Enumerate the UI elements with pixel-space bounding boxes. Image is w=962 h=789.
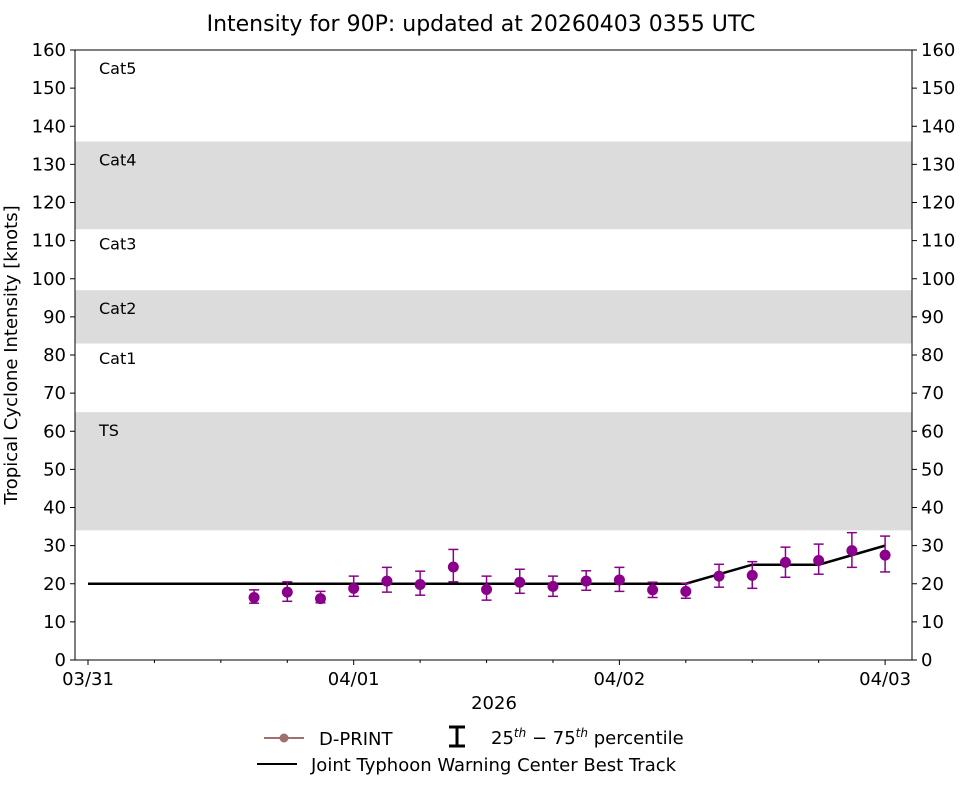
legend-errorbar-icon (449, 725, 465, 748)
x-tick-label: 03/31 (62, 669, 114, 690)
y-tick-label-right: 30 (921, 536, 944, 557)
dprint-point (348, 582, 360, 594)
y-tick-label-right: 90 (921, 307, 944, 328)
dprint-point (248, 591, 260, 603)
y-tick-label-right: 100 (921, 269, 955, 290)
category-label-cat1: Cat1 (99, 349, 136, 368)
y-tick-label-right: 20 (921, 574, 944, 595)
y-tick-label-left: 90 (43, 307, 66, 328)
x-tick-label: 04/03 (859, 669, 911, 690)
dprint-point (613, 574, 625, 586)
y-tick-label-left: 120 (32, 193, 66, 214)
category-label-ts: TS (98, 421, 119, 440)
category-label-cat2: Cat2 (99, 299, 136, 318)
dprint-point (713, 570, 725, 582)
band-cat4 (75, 141, 912, 230)
y-tick-label-left: 40 (43, 498, 66, 519)
legend-dprint-label: D-PRINT (319, 729, 393, 750)
dprint-point (647, 584, 659, 596)
dprint-point (580, 575, 592, 587)
dprint-point (381, 575, 393, 587)
dprint-point (447, 561, 459, 573)
data-marks (88, 531, 891, 605)
y-tick-label-right: 110 (921, 231, 955, 252)
category-label-cat4: Cat4 (99, 151, 136, 170)
y-tick-label-left: 80 (43, 345, 66, 366)
legend-dprint-marker (279, 733, 289, 743)
y-tick-label-right: 60 (921, 421, 944, 442)
dprint-point (314, 593, 326, 605)
y-tick-label-right: 50 (921, 459, 944, 480)
y-tick-label-left: 130 (32, 154, 66, 175)
dprint-point (547, 580, 559, 592)
y-tick-label-left: 160 (32, 40, 66, 61)
dprint-point (680, 585, 692, 597)
y-tick-label-right: 40 (921, 498, 944, 519)
dprint-point (281, 586, 293, 598)
y-tick-label-right: 10 (921, 612, 944, 633)
y-tick-label-left: 150 (32, 78, 66, 99)
x-tick-label: 04/01 (328, 669, 380, 690)
y-tick-label-right: 70 (921, 383, 944, 404)
category-label-cat3: Cat3 (99, 234, 136, 253)
y-tick-label-right: 140 (921, 116, 955, 137)
y-tick-label-right: 80 (921, 345, 944, 366)
y-tick-label-left: 100 (32, 269, 66, 290)
y-tick-label-left: 140 (32, 116, 66, 137)
chart-title: Intensity for 90P: updated at 20260403 0… (207, 12, 756, 37)
band-ts (75, 412, 912, 531)
y-tick-label-left: 110 (32, 231, 66, 252)
dprint-point (414, 579, 426, 591)
y-tick-label-left: 70 (43, 383, 66, 404)
dprint-point (514, 576, 526, 588)
legend: D-PRINT 25th − 75th percentile Joint Typ… (257, 725, 684, 776)
y-tick-label-left: 0 (55, 650, 66, 671)
dprint-point (879, 549, 891, 561)
y-tick-label-left: 20 (43, 574, 66, 595)
category-bands: TS Cat1 Cat2 Cat3 Cat4 Cat5 (75, 59, 912, 531)
dprint-point (779, 556, 791, 568)
y-tick-label-right: 160 (921, 40, 955, 61)
x-tick-label: 04/02 (593, 669, 645, 690)
y-tick-label-right: 120 (921, 193, 955, 214)
legend-percentile-label: 25th − 75th percentile (491, 726, 684, 749)
dprint-point (813, 554, 825, 566)
legend-best-track-label: Joint Typhoon Warning Center Best Track (310, 755, 677, 776)
band-cat2 (75, 290, 912, 344)
y-tick-label-left: 10 (43, 612, 66, 633)
dprint-point (846, 545, 858, 557)
y-tick-label-left: 50 (43, 459, 66, 480)
y-tick-label-right: 130 (921, 154, 955, 175)
x-axis-label: 2026 (471, 693, 517, 714)
y-tick-label-left: 60 (43, 421, 66, 442)
category-label-cat5: Cat5 (99, 59, 136, 78)
y-axis-label: Tropical Cyclone Intensity [knots] (1, 205, 22, 505)
y-tick-label-left: 30 (43, 536, 66, 557)
y-tick-label-right: 0 (921, 650, 932, 671)
dprint-point (746, 569, 758, 581)
y-tick-label-right: 150 (921, 78, 955, 99)
axes: 0 0 10 10 20 20 30 30 40 40 50 50 60 60 70 70 80 80 90 90 10… (32, 40, 956, 690)
dprint-point (481, 583, 493, 595)
